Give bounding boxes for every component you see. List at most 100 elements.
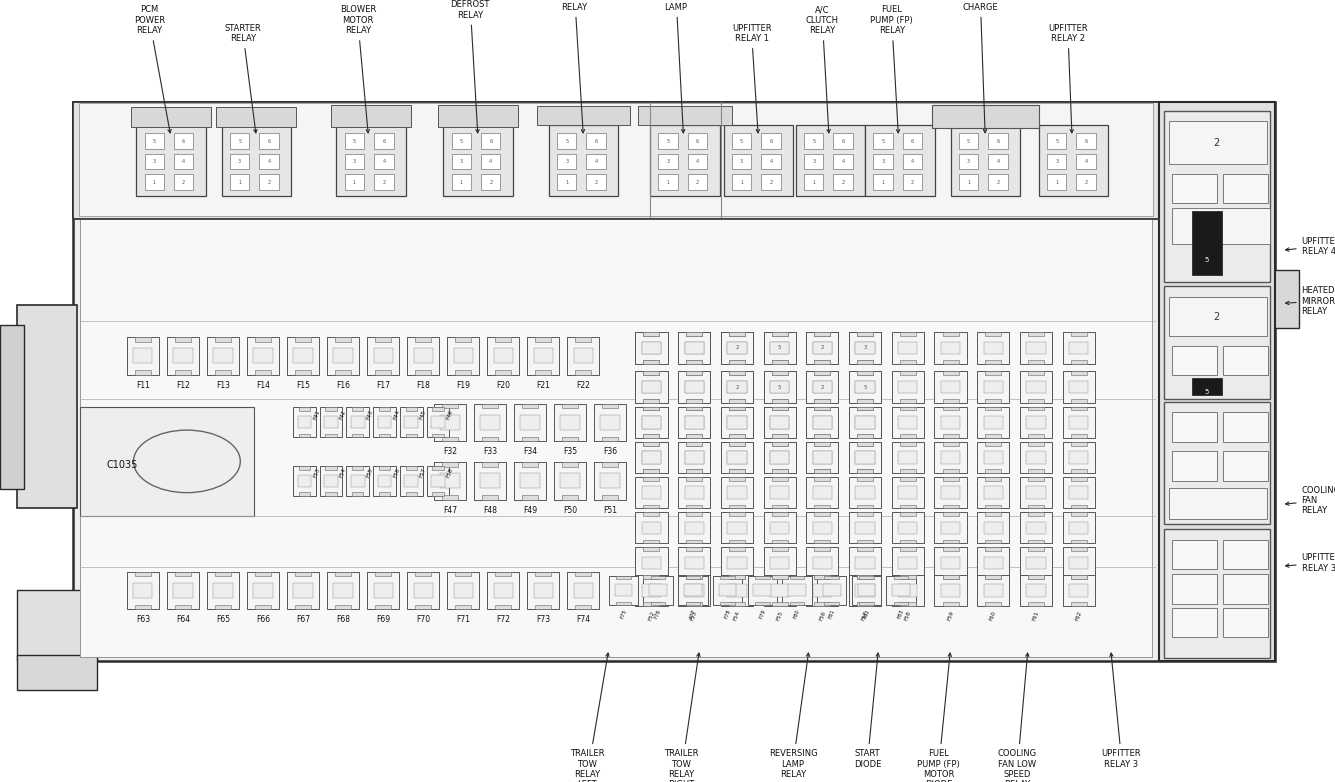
Text: 5: 5 <box>666 138 670 144</box>
Bar <box>635 332 668 364</box>
Bar <box>643 371 659 375</box>
Text: F18: F18 <box>417 381 430 390</box>
Bar <box>729 360 745 364</box>
Bar <box>335 370 351 375</box>
Text: F61: F61 <box>1032 610 1040 621</box>
Text: F43: F43 <box>366 409 374 420</box>
Bar <box>324 475 338 487</box>
Bar <box>650 125 720 196</box>
Bar <box>857 575 873 579</box>
Bar <box>849 512 881 543</box>
Bar <box>856 342 874 354</box>
Text: F48: F48 <box>483 506 497 515</box>
Bar <box>686 360 702 364</box>
Text: 4: 4 <box>996 159 1000 164</box>
Text: F72: F72 <box>497 615 510 625</box>
Bar <box>643 547 659 551</box>
Text: F64: F64 <box>176 615 190 625</box>
Bar <box>857 469 873 473</box>
Bar <box>729 434 745 438</box>
Bar <box>602 495 618 500</box>
Bar <box>407 572 439 609</box>
Text: 4: 4 <box>769 159 773 164</box>
Bar <box>729 399 745 403</box>
Text: F52: F52 <box>647 610 655 621</box>
Bar <box>770 381 789 393</box>
Bar <box>375 370 391 375</box>
Bar <box>814 547 830 551</box>
Bar <box>857 332 873 336</box>
Bar <box>856 584 874 597</box>
Bar <box>943 575 959 579</box>
Bar <box>729 469 745 473</box>
Bar <box>898 522 917 534</box>
Text: F56: F56 <box>818 610 826 621</box>
Bar <box>686 512 702 516</box>
Bar <box>1172 574 1218 604</box>
Bar <box>320 466 342 496</box>
Bar <box>1192 211 1222 275</box>
Bar <box>729 504 745 508</box>
Bar <box>685 342 704 354</box>
Bar <box>857 540 873 543</box>
Bar <box>772 399 788 403</box>
Bar <box>857 442 873 446</box>
Text: F55: F55 <box>366 468 374 479</box>
Bar <box>977 512 1009 543</box>
Bar <box>857 504 873 508</box>
Text: F35: F35 <box>563 447 577 457</box>
Bar <box>770 584 789 597</box>
Bar <box>527 337 559 375</box>
Bar <box>813 584 832 597</box>
Bar <box>1223 574 1268 604</box>
Bar <box>985 602 1001 606</box>
Bar <box>1028 477 1044 481</box>
Bar <box>216 107 296 127</box>
Bar <box>372 466 395 496</box>
Text: BLOWER
MOTOR
RELAY: BLOWER MOTOR RELAY <box>339 5 376 133</box>
Bar <box>554 462 586 500</box>
Bar <box>643 434 659 438</box>
Bar <box>174 154 194 170</box>
Bar <box>985 512 1001 516</box>
Bar <box>131 107 211 127</box>
Bar <box>984 416 1003 429</box>
Bar <box>860 601 874 605</box>
Bar <box>522 495 538 500</box>
Text: 3: 3 <box>666 159 670 164</box>
Text: TRAILER
TOW
RELAY
RIGHT
TURN: TRAILER TOW RELAY RIGHT TURN <box>663 653 700 782</box>
Bar <box>728 342 746 354</box>
Bar <box>298 475 311 487</box>
Bar <box>1071 575 1087 579</box>
Bar <box>1071 332 1087 336</box>
Bar <box>255 572 271 576</box>
Text: TRAILER
TOW
RELAY
BATTERY
CHARGE: TRAILER TOW RELAY BATTERY CHARGE <box>961 0 999 133</box>
Bar <box>255 370 271 375</box>
Bar <box>586 133 606 149</box>
Bar <box>764 407 796 438</box>
Text: 3: 3 <box>352 159 356 164</box>
Bar <box>934 575 967 606</box>
Bar <box>167 337 199 375</box>
Bar <box>215 572 231 576</box>
Bar <box>643 512 659 516</box>
Bar <box>521 414 539 430</box>
Text: F13: F13 <box>216 381 230 390</box>
Bar <box>685 557 704 569</box>
Bar <box>455 604 471 609</box>
Bar <box>772 477 788 481</box>
Bar <box>857 332 873 336</box>
Bar <box>943 477 959 481</box>
Bar <box>167 572 199 609</box>
Bar <box>1172 174 1218 203</box>
Bar <box>1020 442 1052 473</box>
Bar <box>772 332 788 336</box>
Bar <box>806 442 838 473</box>
Bar <box>431 416 445 429</box>
Bar <box>1028 575 1044 579</box>
Bar <box>813 522 832 534</box>
Bar <box>764 575 796 606</box>
Text: 5: 5 <box>864 385 866 389</box>
Text: 6: 6 <box>182 138 186 144</box>
Text: 6: 6 <box>594 138 598 144</box>
